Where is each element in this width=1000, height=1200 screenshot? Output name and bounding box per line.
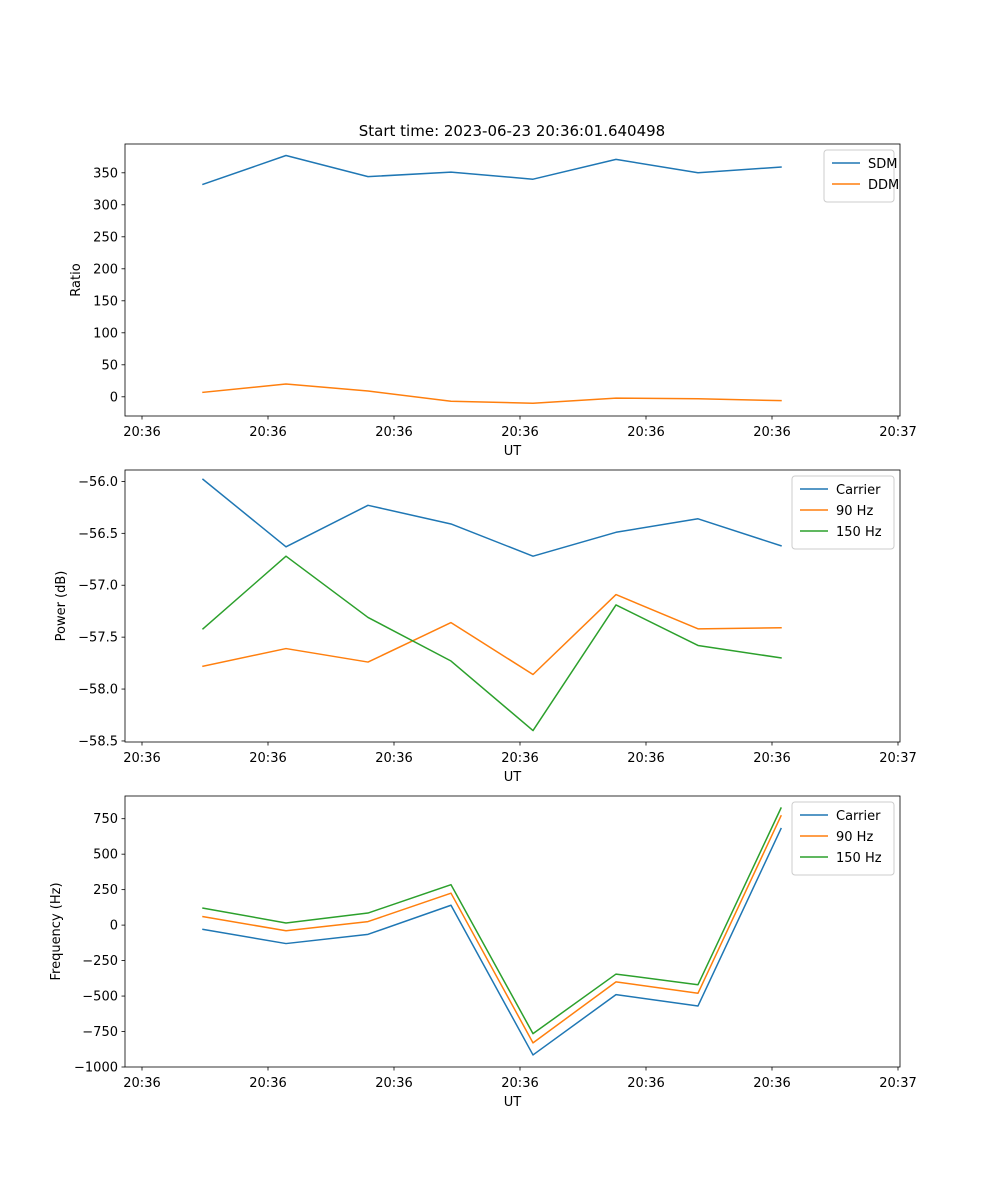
x-tick-label: 20:36 xyxy=(753,425,790,440)
series-line-150-hz xyxy=(202,807,782,1035)
legend-label: Carrier xyxy=(836,809,881,824)
x-tick-label: 20:36 xyxy=(627,425,664,440)
x-tick-label: 20:36 xyxy=(501,425,538,440)
legend: Carrier 90 Hz 150 Hz xyxy=(791,801,895,876)
y-axis-label: Power (dB) xyxy=(54,571,69,642)
x-tick-label: 20:36 xyxy=(123,751,160,766)
x-tick-label: 20:36 xyxy=(375,1076,412,1091)
series-line-150-hz xyxy=(201,555,782,732)
y-tick-label: 50 xyxy=(101,358,118,373)
series-line-carrier xyxy=(202,827,782,1056)
legend-label: 90 Hz xyxy=(836,504,873,519)
x-tick-label: 20:36 xyxy=(123,425,160,440)
legend: SDM DDM xyxy=(823,149,899,203)
y-tick-label: −250 xyxy=(82,954,118,969)
x-tick-label: 20:36 xyxy=(627,1076,664,1091)
charts-group: 0 50 100 150 200 250 300 350 20:36 20:36 20:36 20:3… xyxy=(49,143,917,1110)
axes-frame xyxy=(124,143,901,417)
series-line-sdm xyxy=(202,154,782,186)
y-tick-label: 0 xyxy=(110,390,118,405)
series-line-90-hz xyxy=(202,593,782,676)
y-tick-label: 250 xyxy=(93,883,118,898)
x-tick-label: 20:36 xyxy=(249,1076,286,1091)
y-tick-label: −57.5 xyxy=(78,631,118,646)
legend-label: SDM xyxy=(868,157,897,172)
x-tick-label: 20:36 xyxy=(753,1076,790,1091)
y-tick-label: −58.0 xyxy=(78,683,118,698)
y-tick-label: 750 xyxy=(93,812,118,827)
x-tick-label: 20:36 xyxy=(123,1076,160,1091)
x-tick-label: 20:36 xyxy=(249,751,286,766)
axes-frame xyxy=(124,795,901,1068)
x-tick-label: 20:36 xyxy=(375,425,412,440)
x-tick-label: 20:36 xyxy=(249,425,286,440)
x-axis-label: UT xyxy=(504,770,522,785)
y-tick-label: −56.0 xyxy=(78,475,118,490)
legend: Carrier 90 Hz 150 Hz xyxy=(791,475,895,550)
series-line-90-hz xyxy=(202,814,782,1044)
figure-title: Start time: 2023-06-23 20:36:01.640498 xyxy=(359,122,665,140)
y-tick-label: −500 xyxy=(82,990,118,1005)
y-tick-label: −58.5 xyxy=(78,734,118,749)
x-tick-label: 20:37 xyxy=(879,1076,916,1091)
x-tick-label: 20:37 xyxy=(879,425,916,440)
x-tick-label: 20:36 xyxy=(753,751,790,766)
y-tick-label: 500 xyxy=(93,848,118,863)
chart-3: −1000 −750 −500 −250 0 250 500 750 20:36 20:36 20:… xyxy=(49,795,917,1110)
y-tick-label: −57.0 xyxy=(78,579,118,594)
y-tick-label: 350 xyxy=(93,166,118,181)
x-axis-label: UT xyxy=(504,444,522,459)
y-tick-label: 100 xyxy=(93,326,118,341)
x-tick-label: 20:36 xyxy=(375,751,412,766)
legend-label: Carrier xyxy=(836,483,881,498)
chart-1: 0 50 100 150 200 250 300 350 20:36 20:36 20:36 20:3… xyxy=(69,143,917,459)
x-tick-label: 20:36 xyxy=(501,1076,538,1091)
x-axis-label: UT xyxy=(504,1095,522,1110)
x-tick-label: 20:36 xyxy=(627,751,664,766)
legend-label: 150 Hz xyxy=(836,851,882,866)
chart-2: −58.5 −58.0 −57.5 −57.0 −56.5 −56.0 20:36 20:36… xyxy=(54,469,917,785)
y-tick-label: 200 xyxy=(93,262,118,277)
y-tick-label: 300 xyxy=(93,198,118,213)
y-axis-label: Frequency (Hz) xyxy=(49,882,64,980)
series-line-ddm xyxy=(202,383,782,404)
y-tick-label: −750 xyxy=(82,1025,118,1040)
y-tick-label: 0 xyxy=(110,919,118,934)
y-tick-label: −56.5 xyxy=(78,527,118,542)
axes-frame xyxy=(124,469,901,743)
y-tick-label: −1000 xyxy=(74,1061,118,1076)
x-tick-label: 20:37 xyxy=(879,751,916,766)
y-tick-label: 250 xyxy=(93,230,118,245)
legend-label: DDM xyxy=(868,178,899,193)
series-line-carrier xyxy=(201,478,782,557)
y-tick-label: 150 xyxy=(93,294,118,309)
legend-label: 90 Hz xyxy=(836,830,873,845)
x-tick-label: 20:36 xyxy=(501,751,538,766)
legend-label: 150 Hz xyxy=(836,525,882,540)
y-axis-label: Ratio xyxy=(69,263,84,296)
